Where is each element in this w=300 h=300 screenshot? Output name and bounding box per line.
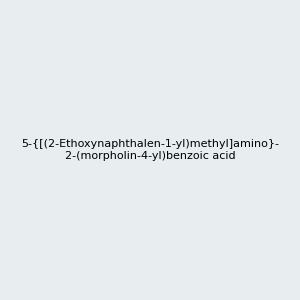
Text: 5-{[(2-Ethoxynaphthalen-1-yl)methyl]amino}-
2-(morpholin-4-yl)benzoic acid: 5-{[(2-Ethoxynaphthalen-1-yl)methyl]amin… — [21, 139, 279, 161]
